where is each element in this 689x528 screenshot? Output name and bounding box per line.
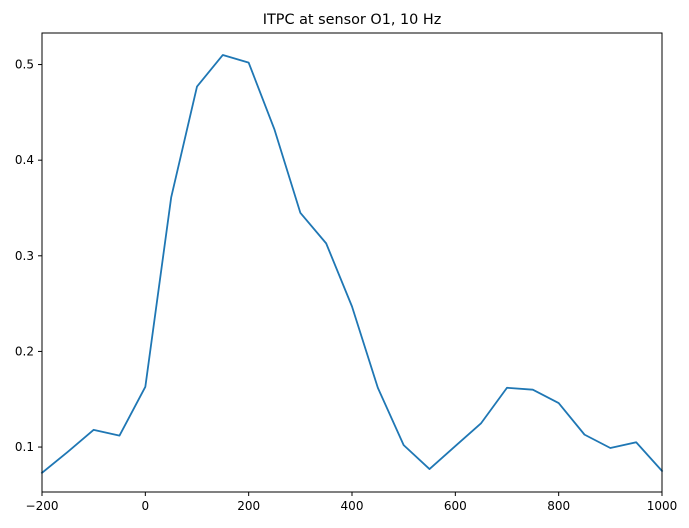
y-tick-label: 0.3 bbox=[15, 249, 34, 263]
x-tick-label: 0 bbox=[142, 499, 150, 513]
x-tick-label: 200 bbox=[237, 499, 260, 513]
y-axis: 0.1 0.2 0.3 0.4 0.5 bbox=[15, 58, 42, 454]
y-tick-label: 0.1 bbox=[15, 440, 34, 454]
y-tick-label: 0.2 bbox=[15, 344, 34, 358]
series-layer bbox=[40, 54, 664, 475]
x-axis: −200 0 200 400 600 800 1000 bbox=[26, 492, 678, 513]
y-tick-label: 0.4 bbox=[15, 153, 34, 167]
x-tick-label: 1000 bbox=[647, 499, 678, 513]
series-line-0 bbox=[40, 54, 664, 475]
chart-title: ITPC at sensor O1, 10 Hz bbox=[263, 12, 442, 28]
plot-frame bbox=[41, 32, 663, 493]
x-tick-label: 600 bbox=[444, 499, 467, 513]
x-tick-label: −200 bbox=[26, 499, 59, 513]
y-tick-label: 0.5 bbox=[15, 58, 34, 72]
x-tick-label: 800 bbox=[547, 499, 570, 513]
x-tick-label: 400 bbox=[341, 499, 364, 513]
